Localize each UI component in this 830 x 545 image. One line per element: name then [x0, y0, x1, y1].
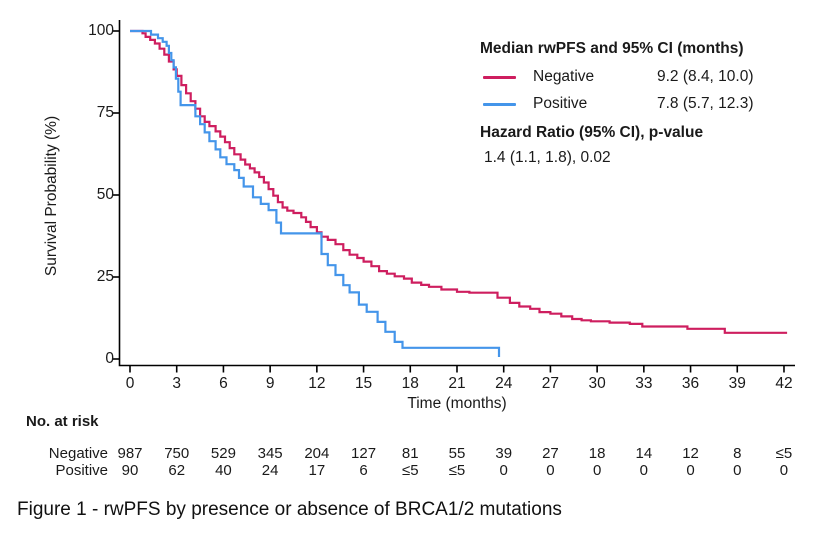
risk-count-negative-m15: 127	[351, 445, 377, 462]
risk-count-negative-m39: 8	[733, 445, 742, 462]
risk-count-positive-m0: 90	[121, 462, 139, 479]
risk-count-positive-m12: 17	[308, 462, 326, 479]
y-tick-label-25: 25	[96, 268, 114, 285]
x-tick-label-0: 0	[125, 375, 135, 392]
y-tick-label-50: 50	[96, 186, 114, 203]
x-tick-label-12: 12	[308, 375, 326, 392]
legend-label-positive: Positive	[533, 95, 588, 112]
survival-curve-negative	[130, 29, 788, 334]
survival-curves	[130, 29, 788, 357]
risk-count-positive-m3: 62	[168, 462, 186, 479]
x-tick-label-9: 9	[265, 375, 275, 392]
risk-count-positive-m6: 40	[215, 462, 232, 479]
x-tick-label-42: 42	[775, 375, 793, 392]
x-tick-label-15: 15	[354, 375, 373, 392]
x-tick-label-36: 36	[681, 375, 700, 392]
x-tick-label-21: 21	[448, 375, 466, 392]
risk-count-negative-m12: 204	[304, 445, 330, 462]
risk-count-positive-m15: 6	[359, 462, 368, 479]
risk-count-positive-m24: 0	[499, 462, 508, 479]
risk-count-negative-m9: 345	[257, 445, 283, 462]
legend-label-negative: Negative	[533, 68, 595, 85]
x-tick-label-18: 18	[401, 375, 419, 392]
legend-median-positive: 7.8 (5.7, 12.3)	[657, 95, 754, 112]
x-tick-label-6: 6	[219, 375, 228, 392]
risk-count-positive-m27: 0	[546, 462, 555, 479]
risk-count-positive-m30: 0	[592, 462, 602, 479]
risk-count-positive-m39: 0	[733, 462, 742, 479]
x-tick-label-3: 3	[172, 375, 182, 392]
figure-caption: Figure 1 - rwPFS by presence or absence …	[17, 499, 562, 520]
risk-count-negative-m36: 12	[682, 445, 699, 462]
x-tick-label-39: 39	[728, 375, 746, 392]
risk-count-negative-m21: 55	[448, 445, 466, 462]
y-tick-label-75: 75	[96, 104, 114, 121]
risk-row-label-negative: Negative	[48, 445, 108, 462]
risk-count-negative-m3: 750	[164, 445, 190, 462]
risk-count-negative-m42: ≤5	[775, 445, 793, 462]
risk-count-negative-m27: 27	[542, 445, 559, 462]
risk-count-negative-m18: 81	[401, 445, 419, 462]
y-tick-label-0: 0	[105, 350, 114, 367]
x-tick-label-27: 27	[541, 375, 560, 392]
x-tick-label-33: 33	[635, 375, 653, 392]
hazard-ratio-title: Hazard Ratio (95% CI), p-value	[480, 124, 704, 141]
negative-line-swatch	[483, 76, 516, 79]
risk-count-negative-m6: 529	[210, 445, 236, 462]
risk-table-title: No. at risk	[26, 413, 99, 430]
y-axis-title: Survival Probability (%)	[43, 115, 60, 277]
y-tick-label-100: 100	[88, 22, 114, 39]
risk-count-positive-m42: 0	[779, 462, 789, 479]
legend-title: Median rwPFS and 95% CI (months)	[480, 40, 744, 57]
risk-count-positive-m33: 0	[639, 462, 648, 479]
hazard-ratio-value: 1.4 (1.1, 1.8), 0.02	[484, 149, 611, 166]
risk-count-negative-m30: 18	[588, 445, 606, 462]
risk-count-positive-m18: ≤5	[401, 462, 419, 479]
risk-row-label-positive: Positive	[55, 462, 108, 479]
risk-count-negative-m24: 39	[495, 445, 513, 462]
risk-count-positive-m9: 24	[261, 462, 279, 479]
risk-count-negative-m0: 987	[117, 445, 143, 462]
risk-count-negative-m33: 14	[635, 445, 653, 462]
legend-entry-positive: Positive 7.8 (5.7, 12.3)	[483, 95, 813, 115]
positive-line-swatch	[483, 103, 516, 106]
x-tick-label-30: 30	[588, 375, 606, 392]
risk-count-positive-m21: ≤5	[448, 462, 466, 479]
x-tick-label-24: 24	[495, 375, 513, 392]
x-axis-title: Time (months)	[407, 395, 507, 412]
axes	[118, 20, 795, 367]
axis-ticks	[112, 30, 785, 373]
legend-entry-negative: Negative 9.2 (8.4, 10.0)	[483, 68, 813, 88]
risk-count-positive-m36: 0	[686, 462, 695, 479]
survival-curve-positive	[130, 29, 501, 357]
legend-median-negative: 9.2 (8.4, 10.0)	[657, 68, 754, 85]
